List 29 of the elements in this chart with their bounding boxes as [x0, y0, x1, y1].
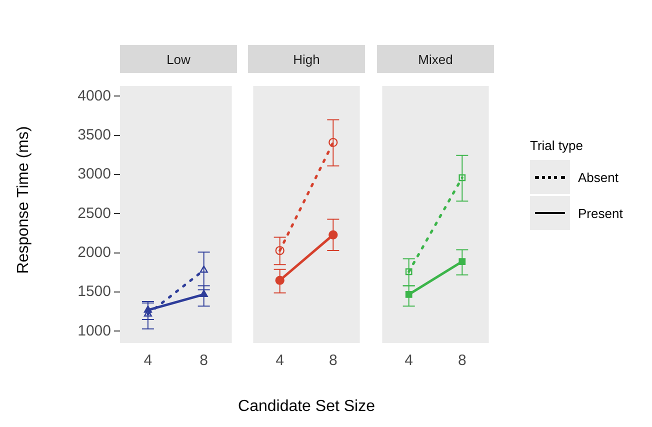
x-tick-label: 4 [404, 352, 414, 370]
point [405, 290, 412, 298]
y-tick-label: 4000 [78, 87, 111, 104]
x-tick-label: 8 [328, 352, 338, 370]
x-axis-title: Candidate Set Size [238, 398, 375, 416]
x-tick-label: 8 [458, 352, 466, 370]
point [275, 246, 284, 256]
legend-title: Trial type [530, 138, 584, 153]
y-tick-label: 3500 [78, 126, 111, 144]
text: Absent [578, 170, 618, 184]
point [328, 230, 338, 240]
y-tick-label: 2000 [78, 244, 111, 262]
y-axis-title: Response Time (ms) [15, 126, 33, 274]
point [458, 258, 466, 265]
x-tick-label: 4 [144, 352, 152, 370]
chart-title: High [248, 45, 365, 73]
chart-title: Mixed [377, 45, 494, 73]
point [405, 268, 412, 276]
y-tick-label: 3000 [78, 166, 111, 183]
x-tick-label: 4 [276, 352, 284, 370]
y-tick-label: 2500 [78, 204, 111, 222]
y-tick-label: 1000 [78, 322, 111, 340]
y-tick-label: 1500 [78, 283, 111, 300]
x-tick-label: 8 [200, 352, 208, 370]
point [275, 276, 284, 285]
text: Present [578, 206, 623, 220]
point [328, 138, 338, 148]
point [458, 174, 466, 182]
chart-title: Low [120, 45, 237, 73]
